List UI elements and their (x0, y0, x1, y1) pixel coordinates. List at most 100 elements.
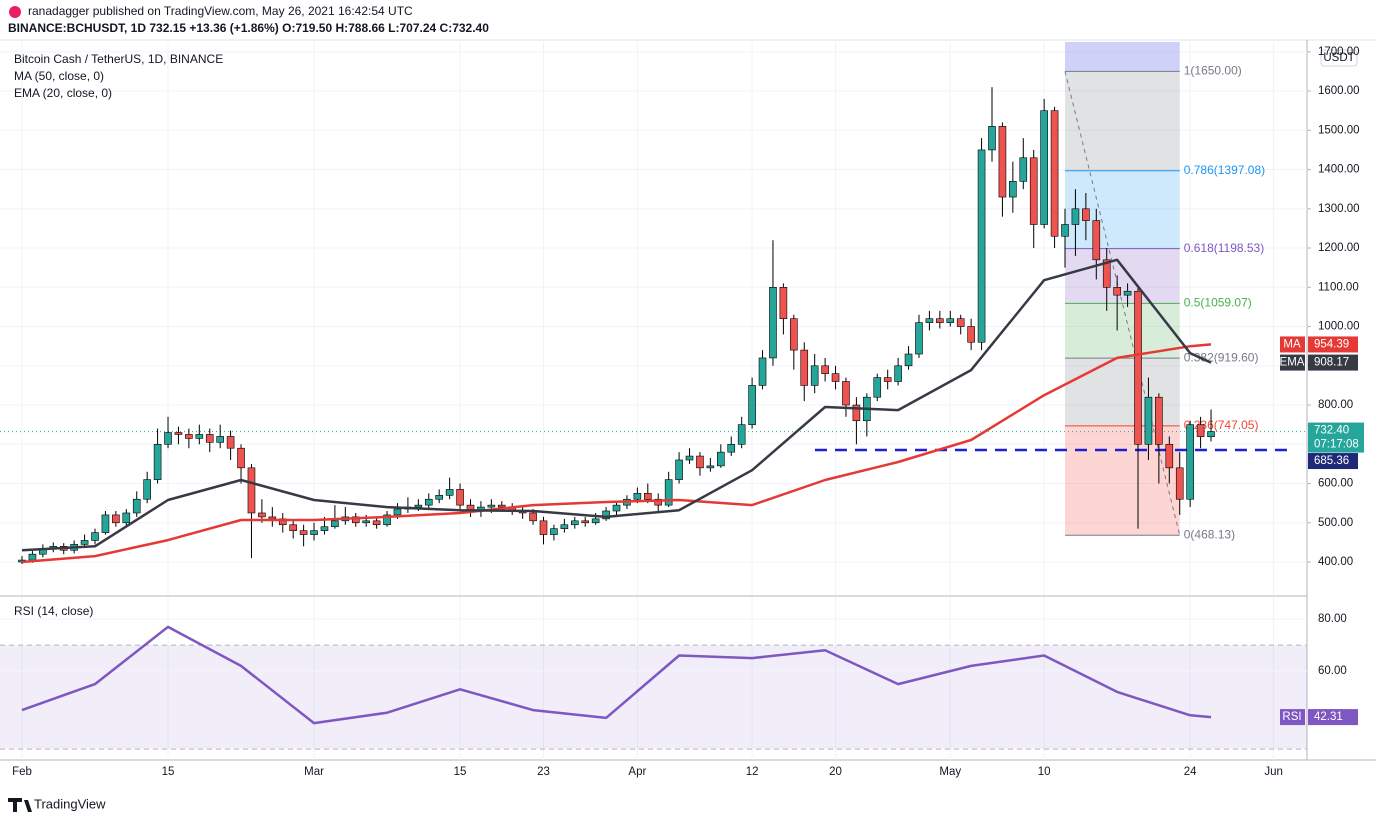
candle-body (717, 451, 725, 467)
candle-body (758, 357, 767, 386)
candle-body (956, 318, 965, 327)
tv-logo-icon (8, 798, 32, 812)
price-label: 732.40 (1314, 425, 1349, 437)
x-tick-label: 10 (1038, 766, 1051, 778)
candle-body (424, 498, 433, 506)
candle-body (435, 495, 444, 500)
legend-entry: MA (50, close, 0) (14, 69, 104, 83)
candle-body (195, 434, 204, 439)
candle-body (1050, 110, 1059, 237)
candle-body (904, 353, 913, 367)
candle-body (153, 443, 162, 480)
candle-body (1144, 396, 1153, 445)
candle-body (247, 467, 256, 514)
candle-body (487, 504, 496, 508)
candle-body (988, 126, 996, 151)
fib-band (1065, 248, 1180, 304)
y-tick-label: 400.00 (1318, 556, 1353, 568)
candle-body (727, 443, 736, 453)
candle-body (612, 504, 621, 512)
fib-level-label: 0.382(919.60) (1184, 350, 1259, 364)
price-box (1308, 422, 1364, 453)
fib-band (1065, 71, 1180, 171)
candle-body (748, 385, 756, 425)
candle-body (216, 436, 224, 443)
candle-body (101, 514, 110, 533)
x-tick-label: Apr (628, 766, 646, 778)
candle-body (946, 318, 955, 323)
rsi-tick-label: 80.00 (1318, 613, 1347, 625)
fib-level-label: 0.786(1397.08) (1184, 163, 1265, 177)
candle-body (268, 516, 277, 520)
y-tick-label: 1000.00 (1318, 321, 1360, 333)
tv-logo-text: TradingView (34, 796, 106, 811)
candle-body (1186, 424, 1194, 500)
value-box (1308, 354, 1358, 371)
y-tick-label: 1400.00 (1318, 164, 1360, 176)
fib-level-label: 0.618(1198.53) (1184, 241, 1265, 255)
x-tick-label: 23 (537, 766, 550, 778)
candle-body (445, 489, 454, 496)
candle-body (393, 508, 402, 516)
candle-body (1040, 110, 1048, 225)
candle-body (550, 528, 558, 535)
candle-body (289, 524, 297, 531)
candle-body (1165, 443, 1174, 469)
y-tick-label: 1600.00 (1318, 85, 1360, 97)
candle-body (28, 553, 37, 561)
x-tick-label: 12 (746, 766, 759, 778)
candle-body (602, 510, 610, 520)
candle-body (591, 518, 600, 524)
candle-body (967, 326, 975, 343)
candle-body (143, 479, 151, 500)
candle-body (122, 512, 131, 524)
candle-body (164, 432, 172, 445)
candle-body (831, 373, 840, 382)
tag-label: MA (1283, 338, 1301, 350)
rsi-line (21, 625, 1212, 725)
candle-body (80, 540, 89, 545)
value-label: 42.31 (1314, 711, 1343, 723)
tag-label: RSI (1282, 711, 1301, 723)
fib-band (1065, 303, 1180, 359)
value-box (1308, 709, 1358, 726)
fib-level-label: 0.5(1059.07) (1184, 296, 1252, 310)
candle-body (936, 318, 944, 323)
candle-body (925, 318, 934, 323)
tag-box (1280, 336, 1305, 353)
legend-entry: EMA (20, close, 0) (14, 86, 112, 100)
symbol-line: BINANCE:BCHUSDT, 1D 732.15 +13.36 (+1.86… (8, 21, 489, 35)
tag-label: EMA (1280, 357, 1305, 369)
y-tick-label: 1200.00 (1318, 242, 1360, 254)
candle-body (226, 436, 235, 449)
tag-box (1280, 709, 1305, 726)
support-box (1308, 453, 1358, 470)
y-tick-label: 1300.00 (1318, 203, 1360, 215)
fib-level-label: 0(468.13) (1184, 527, 1235, 541)
x-tick-label: Feb (12, 766, 32, 778)
ma-line (21, 258, 1212, 552)
candle-body (112, 514, 120, 524)
candle-body (383, 514, 391, 526)
candle-body (1134, 290, 1142, 445)
candle-body (1061, 224, 1069, 237)
candle-body (414, 504, 423, 508)
candle-body (790, 318, 798, 351)
candle-body (769, 286, 777, 359)
candle-body (998, 126, 1007, 198)
candle-body (1092, 220, 1101, 261)
candle-body (696, 455, 704, 469)
candle-body (821, 365, 829, 374)
candle-body (737, 424, 746, 445)
candle-body (331, 520, 339, 528)
candle-body (1196, 424, 1205, 437)
candle-body (539, 520, 548, 535)
candle-body (1102, 259, 1111, 288)
candle-body (1009, 181, 1017, 198)
candle-body (977, 149, 986, 343)
avatar (9, 6, 21, 18)
publisher-line: ranadagger published on TradingView.com,… (28, 4, 413, 18)
y-tick-label: 1700.00 (1318, 46, 1360, 58)
x-tick-label: 15 (454, 766, 467, 778)
